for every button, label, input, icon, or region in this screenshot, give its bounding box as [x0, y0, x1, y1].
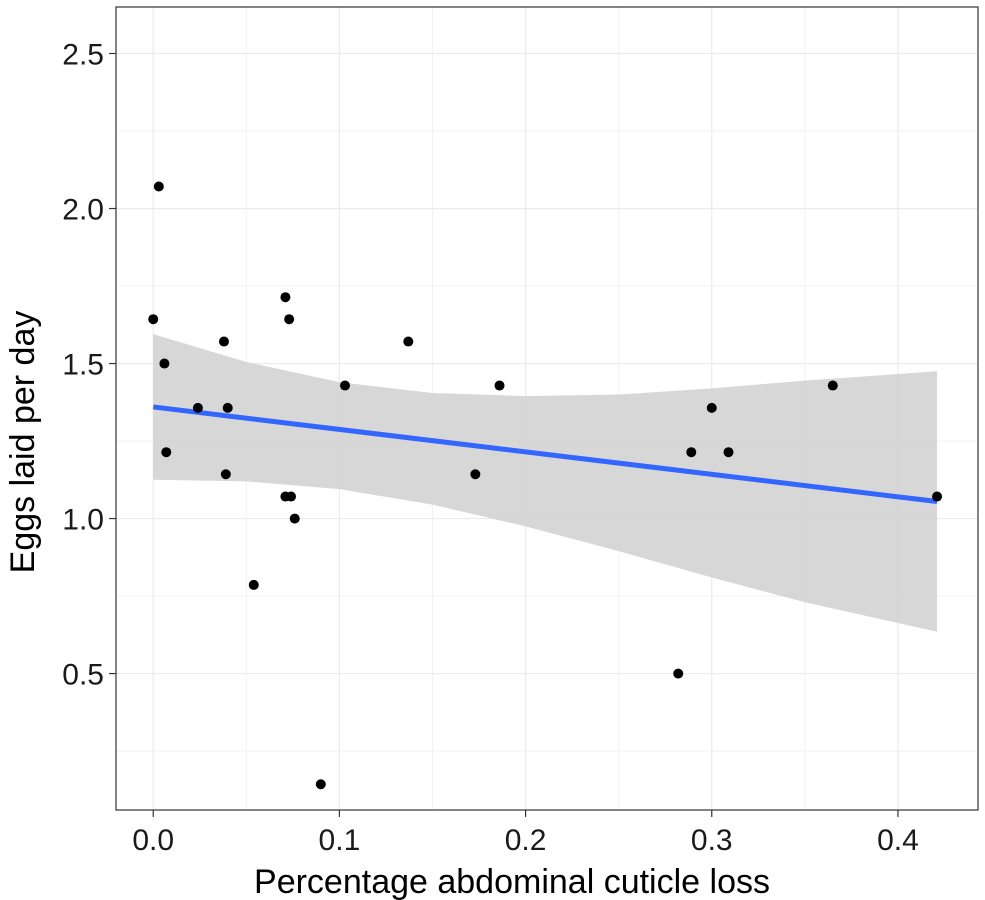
x-tick-label: 0.3 [691, 824, 733, 857]
data-point [315, 779, 326, 790]
plot-panel-border [115, 6, 979, 811]
data-point [192, 402, 203, 413]
data-point [148, 314, 159, 325]
x-tick-label: 0.2 [505, 824, 547, 857]
data-point [470, 469, 481, 480]
x-axis-title: Percentage abdominal cuticle loss [254, 863, 770, 900]
x-tick-label: 0.4 [877, 824, 919, 857]
data-point [220, 469, 231, 480]
y-tick-label: 1.5 [62, 349, 104, 382]
regression-line [152, 404, 938, 504]
data-point [153, 181, 164, 192]
data-point [723, 447, 734, 458]
data-points [148, 181, 943, 790]
y-axis-ticks: 0.5 1.0 1.5 2.0 2.5 [62, 39, 116, 692]
data-point [339, 380, 350, 391]
data-point [159, 358, 170, 369]
x-tick-label: 0.0 [132, 824, 174, 857]
y-tick-label: 2.0 [62, 194, 104, 227]
y-tick-label: 2.5 [62, 39, 104, 72]
data-point [494, 380, 505, 391]
data-point [289, 513, 300, 524]
data-point [161, 447, 172, 458]
confidence-band [153, 334, 938, 632]
data-point [403, 336, 414, 347]
data-point [280, 292, 291, 303]
data-point [286, 491, 297, 502]
y-tick-label: 1.0 [62, 504, 104, 537]
data-point [932, 491, 943, 502]
y-tick-label: 0.5 [62, 659, 104, 692]
data-point [284, 314, 295, 325]
x-axis-ticks: 0.0 0.1 0.2 0.3 0.4 [132, 810, 919, 857]
x-tick-label: 0.1 [319, 824, 361, 857]
data-point [827, 380, 838, 391]
data-point [673, 668, 684, 679]
data-point [222, 402, 233, 413]
data-point [248, 579, 259, 590]
data-point [706, 402, 717, 413]
data-point [218, 336, 229, 347]
y-axis-title: Eggs laid per day [4, 311, 42, 574]
data-point [686, 447, 697, 458]
